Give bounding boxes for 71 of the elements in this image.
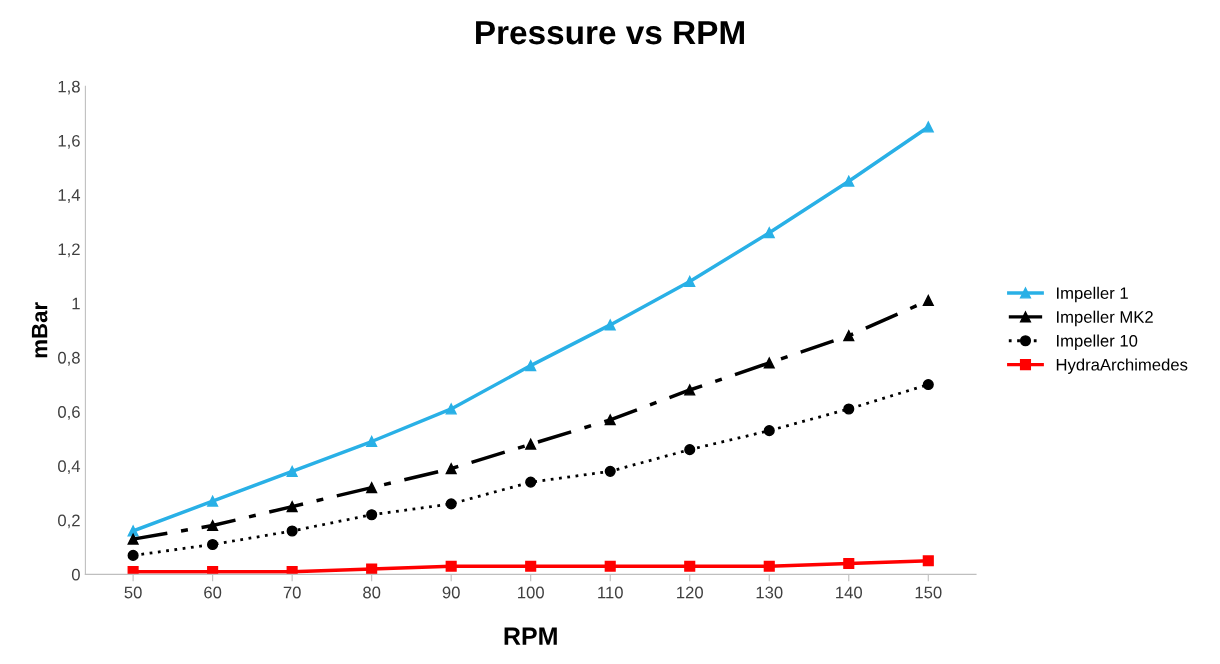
point xyxy=(207,519,219,532)
point xyxy=(684,560,696,572)
x-tick-label: 80 xyxy=(363,586,381,599)
point xyxy=(684,444,696,456)
legend-label: Impeller 1 xyxy=(1057,286,1128,303)
point xyxy=(684,384,696,396)
x-tick-label: 120 xyxy=(677,586,703,599)
point xyxy=(763,425,775,437)
x-tick-label: 140 xyxy=(836,586,863,599)
y-tick-label: 0,2 xyxy=(58,514,80,529)
point xyxy=(366,509,378,521)
point xyxy=(127,566,139,575)
point xyxy=(604,319,616,331)
x-tick-label: 130 xyxy=(756,586,783,599)
point xyxy=(922,379,934,391)
point xyxy=(286,465,298,477)
point xyxy=(207,566,219,575)
y-tick-label: 0 xyxy=(71,568,80,581)
point xyxy=(843,330,855,342)
point xyxy=(207,495,219,507)
y-tick-label: 1,2 xyxy=(58,243,80,258)
y-tick-label: 1,6 xyxy=(58,134,80,149)
point xyxy=(922,121,934,133)
x-tick-label: 50 xyxy=(124,586,142,599)
point xyxy=(286,566,298,575)
point xyxy=(445,403,457,415)
point xyxy=(525,560,537,572)
x-axis-title: RPM xyxy=(504,627,557,645)
point xyxy=(525,438,537,450)
point xyxy=(843,175,855,187)
point xyxy=(922,294,934,307)
point xyxy=(604,465,616,477)
x-tick-label: 110 xyxy=(598,586,623,599)
chart-title: Pressure vs RPM xyxy=(476,21,744,45)
point xyxy=(922,555,934,567)
point xyxy=(286,501,298,513)
y-tick-label: 0,6 xyxy=(58,406,80,420)
y-tick-label: 1,4 xyxy=(58,189,81,203)
point xyxy=(843,557,855,570)
y-tick-label: 1,8 xyxy=(58,80,80,95)
x-tick-label: 60 xyxy=(204,586,222,599)
y-tick-label: 0,4 xyxy=(58,460,81,475)
point xyxy=(763,560,775,572)
point xyxy=(525,360,537,372)
point xyxy=(366,563,378,575)
point xyxy=(525,476,537,488)
point xyxy=(366,482,378,494)
x-tick-label: 150 xyxy=(915,586,942,599)
point xyxy=(286,525,298,537)
point xyxy=(843,403,855,415)
legend-label: Impeller MK2 xyxy=(1057,310,1153,327)
legend-label: Impeller 10 xyxy=(1057,334,1138,351)
y-tick-label: 1 xyxy=(72,297,80,310)
point xyxy=(127,549,139,561)
point xyxy=(366,435,378,448)
point xyxy=(445,463,457,475)
x-tick-label: 90 xyxy=(442,586,460,599)
point xyxy=(445,560,457,572)
point xyxy=(763,227,775,239)
y-axis-title: mBar xyxy=(31,302,48,358)
point xyxy=(684,275,696,288)
x-tick-label: 100 xyxy=(518,586,544,599)
point xyxy=(127,533,139,545)
legend-label: HydraArchimedes xyxy=(1056,358,1188,374)
point xyxy=(763,357,775,369)
x-tick-label: 70 xyxy=(283,586,301,599)
point xyxy=(604,414,616,426)
point xyxy=(207,538,219,551)
y-tick-label: 0,8 xyxy=(58,351,80,366)
point xyxy=(445,498,457,510)
point xyxy=(604,560,616,572)
